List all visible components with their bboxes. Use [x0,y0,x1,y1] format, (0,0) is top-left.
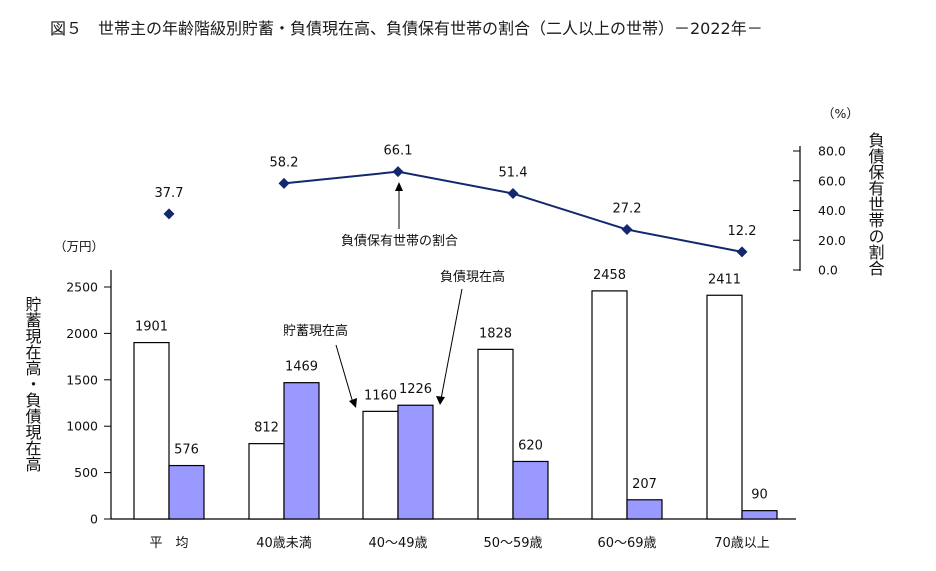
left-tick-label: 2500 [66,280,98,295]
savings-value-label: 1828 [479,326,512,341]
chart-title: 図５ 世帯主の年齢階級別貯蓄・負債現在高、負債保有世帯の割合（二人以上の世帯）－… [50,19,763,38]
right-axis-label: 負債保有世帯の割合 [866,132,885,276]
ratio-value-label: 27.2 [613,202,642,217]
left-axis-ticks: 0 500 1000 1500 2000 2500 [66,280,111,527]
savings-value-label: 1901 [135,320,168,335]
savings-arrow [335,344,354,404]
category-label: 50～59歳 [483,536,542,551]
ratio-point [163,208,175,220]
left-tick-label: 0 [90,512,98,527]
debt-value-label: 576 [174,443,199,458]
left-axis-label: 貯蓄現在高・負債現在高 [23,296,42,472]
debt-arrow-head [436,396,445,405]
debt-value-label: 1469 [285,360,318,375]
debt-arrow [440,288,463,400]
right-axis: 0.0 20.0 40.0 60.0 80.0 （%） 負債保有世帯の割合 [793,106,885,278]
category-label: 70歳以上 [714,536,770,551]
annotations: 負債保有世帯の割合 貯蓄現在高 負債現在高 [283,182,505,408]
left-tick-label: 500 [74,465,98,480]
savings-bar [706,294,743,520]
savings-bar [248,443,285,520]
left-axis: 0 500 1000 1500 2000 2500 （万円） 貯蓄現在高・負債現在高 [23,239,112,527]
ratio-value-label: 58.2 [270,155,299,170]
savings-value-label: 2458 [593,268,626,283]
right-tick-label: 20.0 [818,233,846,248]
debt-bar [283,382,320,520]
right-tick-label: 80.0 [818,144,846,159]
ratio-point [278,177,290,189]
ratio-line-series: 37.7 58.2 66.1 51.4 27.2 12.2 [155,144,757,258]
debt-value-label: 1226 [399,382,432,397]
ratio-point [392,166,404,178]
right-tick-label: 40.0 [818,203,846,218]
savings-bar [591,290,628,520]
debt-value-label: 207 [632,477,657,492]
savings-arrow-head [349,398,357,408]
right-axis-unit: （%） [822,106,859,121]
debt-value-label: 620 [518,438,543,453]
debt-bar [626,499,663,520]
category-label: 40～49歳 [368,536,427,551]
savings-bar [133,341,170,520]
debt-bar [397,404,434,520]
bar-series: 1901 812 1160 1828 2458 2411 576 1469 1226 620 207… [133,268,778,520]
savings-value-label: 2411 [708,272,741,287]
ratio-point [507,188,519,200]
savings-bar [362,410,399,520]
left-tick-label: 1500 [66,372,98,387]
ratio-point [736,246,748,258]
right-tick-label: 0.0 [818,263,838,278]
savings-value-label: 1160 [364,388,397,403]
ratio-value-label: 37.7 [155,186,184,201]
category-labels: 平 均 40歳未満 40～49歳 50～59歳 60～69歳 70歳以上 [149,536,769,551]
left-tick-label: 1000 [66,419,98,434]
ratio-value-label: 12.2 [728,224,757,239]
savings-annotation: 貯蓄現在高 [283,323,348,339]
debt-bar [741,510,778,520]
ratio-point [621,224,633,236]
category-label: 平 均 [149,536,188,551]
category-label: 60～69歳 [597,536,656,551]
category-label: 40歳未満 [256,536,312,551]
ratio-value-label: 51.4 [499,166,528,181]
left-tick-label: 2000 [66,326,98,341]
left-axis-unit: （万円） [54,239,104,254]
savings-bar [477,348,514,520]
ratio-annotation: 負債保有世帯の割合 [341,233,458,249]
ratio-arrow-head [395,182,403,191]
right-axis-ticks: 0.0 20.0 40.0 60.0 80.0 [793,144,846,278]
right-tick-label: 60.0 [818,173,846,188]
debt-value-label: 90 [751,488,768,503]
savings-value-label: 812 [254,421,279,436]
debt-annotation: 負債現在高 [440,269,505,285]
ratio-value-label: 66.1 [384,144,413,159]
debt-bar [168,464,205,520]
debt-bar [512,460,549,520]
